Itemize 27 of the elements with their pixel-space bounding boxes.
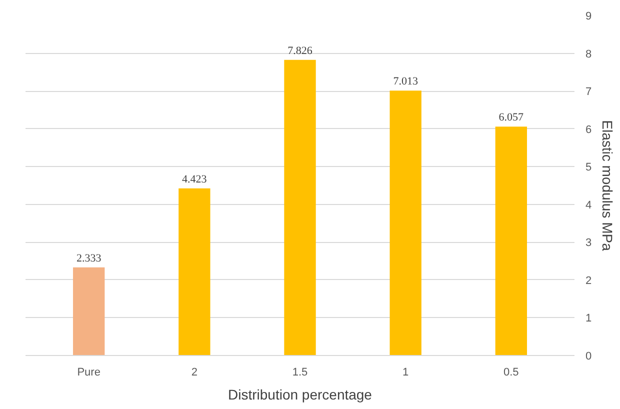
data-label: 4.423 <box>182 173 208 186</box>
y-tick-label: 3 <box>586 237 592 250</box>
y-tick-label: 7 <box>586 86 592 98</box>
y-tick-label: 5 <box>586 162 592 174</box>
y-tick-label: 2 <box>586 274 592 287</box>
x-tick-label: 0.5 <box>504 366 519 378</box>
bar <box>284 60 316 356</box>
x-tick-label: 2 <box>191 366 198 378</box>
bar <box>73 267 105 356</box>
bar <box>178 188 210 356</box>
bar <box>495 126 527 356</box>
y-tick-label: 0 <box>586 350 592 362</box>
x-tick-label: Pure <box>77 366 100 378</box>
y-tick-label: 1 <box>586 312 592 325</box>
x-tick-label: 1.5 <box>292 366 308 378</box>
data-label: 2.333 <box>76 252 102 264</box>
data-label: 6.057 <box>498 112 524 124</box>
x-axis-title: Distribution percentage <box>228 386 372 402</box>
y-tick-label: 6 <box>586 124 592 136</box>
y-tick-label: 9 <box>586 10 592 22</box>
x-tick-label: 1 <box>402 366 409 378</box>
data-label: 7.013 <box>393 76 418 88</box>
bar <box>390 90 422 356</box>
y-tick-label: 8 <box>586 48 592 60</box>
y-axis-title: Elastic modulus MPa <box>600 120 616 252</box>
y-tick-label: 4 <box>586 199 592 212</box>
data-label: 7.826 <box>288 44 313 57</box>
